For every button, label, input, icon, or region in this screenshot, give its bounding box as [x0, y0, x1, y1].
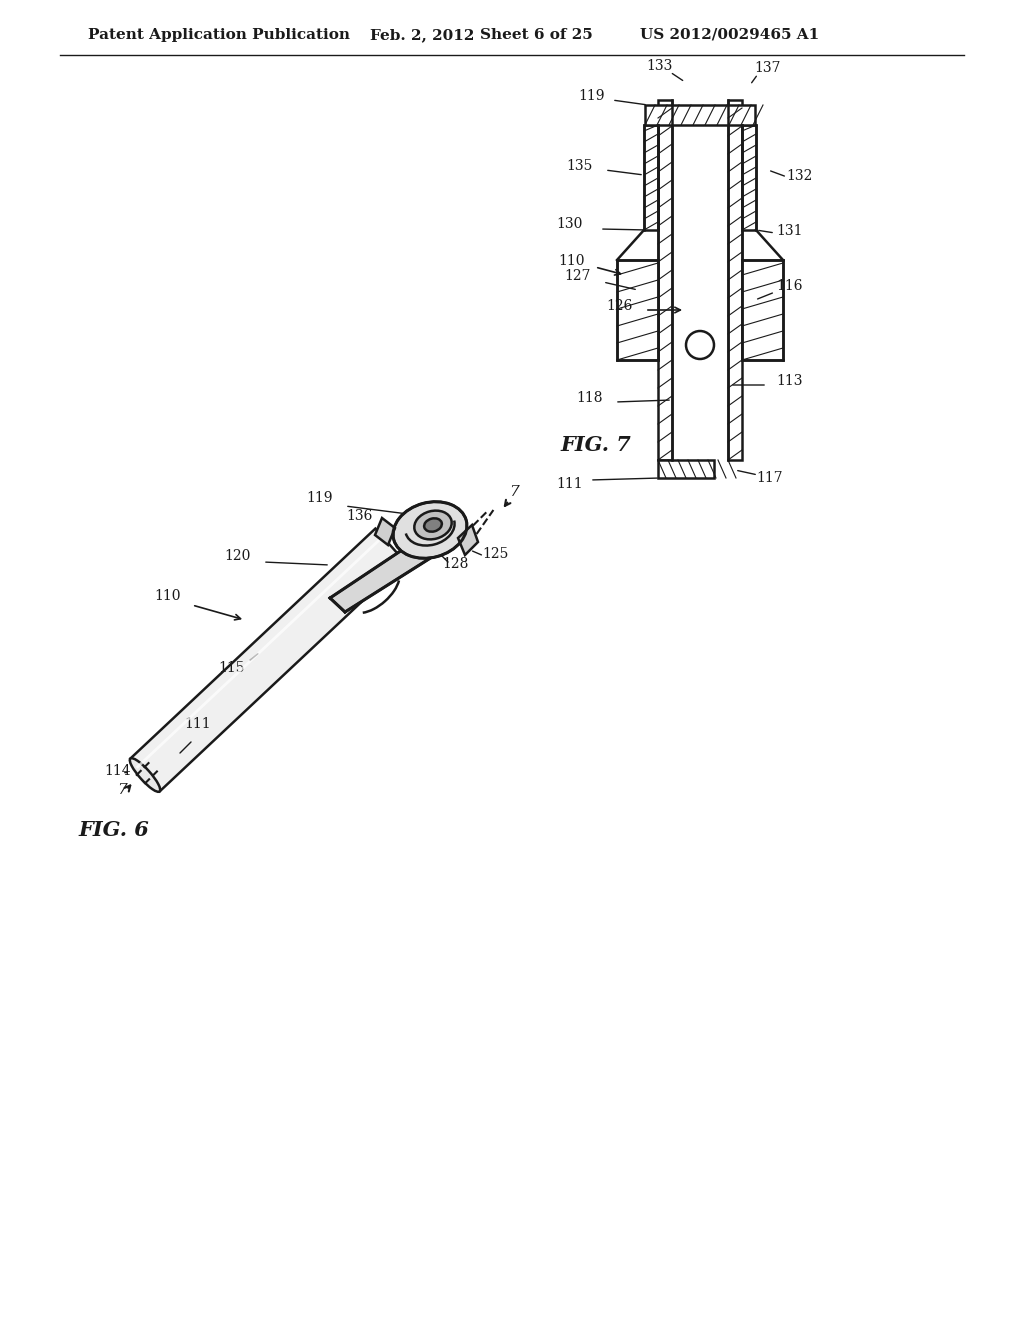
- Text: 131: 131: [777, 224, 803, 238]
- Bar: [742, 260, 783, 360]
- Text: FIG. 6: FIG. 6: [78, 820, 148, 840]
- Text: 113: 113: [777, 374, 803, 388]
- Bar: [645, 106, 755, 125]
- Bar: [617, 260, 658, 360]
- Polygon shape: [458, 525, 478, 554]
- Polygon shape: [375, 517, 395, 545]
- Bar: [644, 125, 658, 230]
- Text: Feb. 2, 2012: Feb. 2, 2012: [370, 28, 474, 42]
- Text: 125: 125: [482, 546, 508, 561]
- Bar: [658, 459, 714, 478]
- Text: 127: 127: [565, 269, 591, 282]
- Text: 137: 137: [755, 61, 781, 75]
- Text: 117: 117: [757, 471, 783, 484]
- Text: 118: 118: [577, 391, 603, 405]
- Text: 136: 136: [347, 510, 373, 523]
- Bar: [658, 100, 672, 459]
- Polygon shape: [130, 528, 404, 792]
- Text: 132: 132: [786, 169, 813, 183]
- Text: 128: 128: [441, 557, 468, 572]
- Text: 119: 119: [307, 491, 333, 506]
- Text: 114: 114: [104, 764, 131, 777]
- Text: 111: 111: [557, 477, 584, 491]
- Ellipse shape: [130, 758, 160, 792]
- Bar: [742, 125, 756, 230]
- Text: 116: 116: [777, 279, 803, 293]
- Text: Patent Application Publication: Patent Application Publication: [88, 28, 350, 42]
- Text: 7: 7: [117, 783, 127, 796]
- Text: 110: 110: [559, 253, 586, 268]
- Text: 130: 130: [557, 216, 584, 231]
- Bar: [728, 100, 742, 459]
- Text: 119: 119: [579, 88, 605, 103]
- Text: 111: 111: [184, 717, 211, 731]
- Ellipse shape: [424, 519, 441, 532]
- Text: US 2012/0029465 A1: US 2012/0029465 A1: [640, 28, 819, 42]
- Text: 135: 135: [567, 158, 593, 173]
- Text: 133: 133: [647, 59, 673, 73]
- Text: 126: 126: [607, 300, 633, 313]
- Text: Sheet 6 of 25: Sheet 6 of 25: [480, 28, 593, 42]
- Text: 120: 120: [225, 549, 251, 564]
- Ellipse shape: [393, 502, 467, 558]
- Text: 110: 110: [155, 589, 181, 603]
- Text: FIG. 7: FIG. 7: [560, 436, 631, 455]
- Text: 115: 115: [219, 661, 246, 675]
- Ellipse shape: [415, 511, 452, 540]
- Polygon shape: [330, 539, 440, 612]
- Text: 7: 7: [509, 484, 519, 499]
